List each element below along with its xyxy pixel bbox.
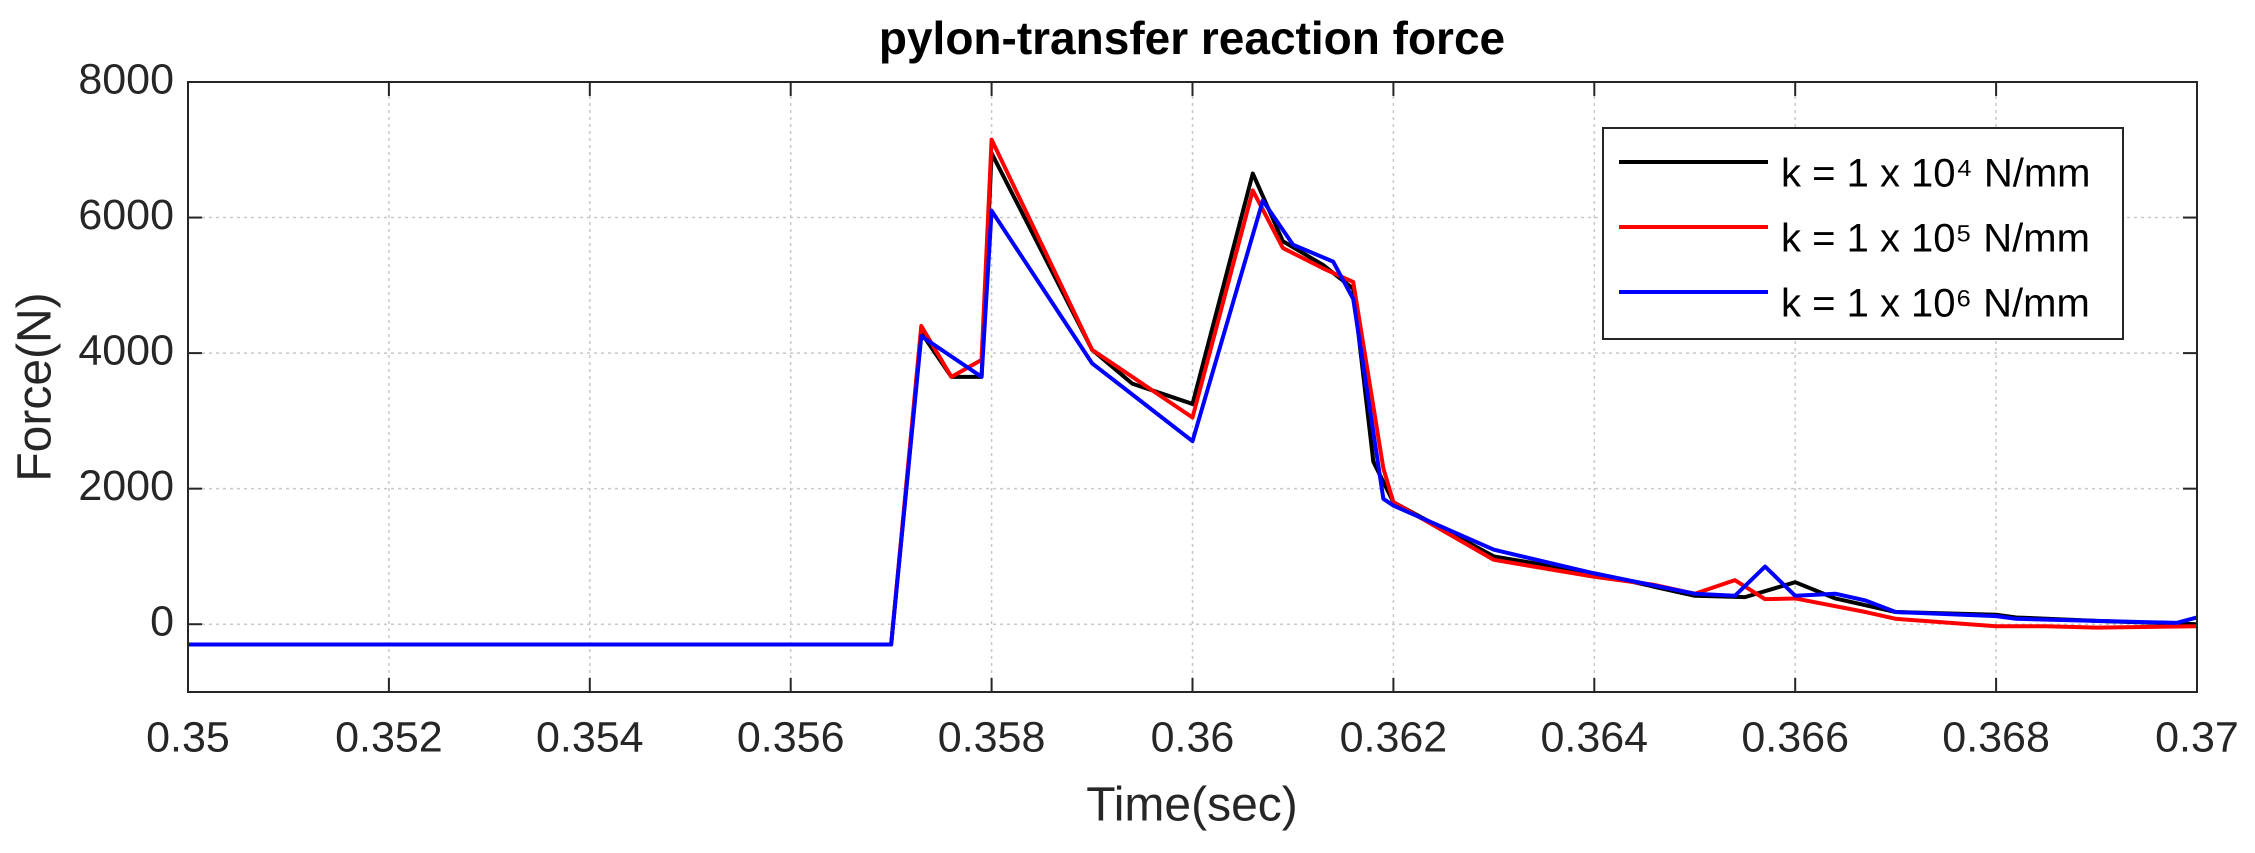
y-tick-label: 0 bbox=[150, 598, 174, 646]
legend-label: k = 1 x 10⁵ N/mm bbox=[1781, 217, 2090, 261]
x-tick-label: 0.37 bbox=[2155, 713, 2239, 761]
y-axis-label: Force(N) bbox=[9, 292, 62, 481]
x-tick-label: 0.362 bbox=[1340, 713, 1448, 761]
x-axis-label: Time(sec) bbox=[1086, 779, 1298, 832]
x-tick-label: 0.368 bbox=[1942, 713, 2050, 761]
x-tick-label: 0.358 bbox=[938, 713, 1046, 761]
x-tick-label: 0.364 bbox=[1540, 713, 1648, 761]
plot-frame bbox=[187, 81, 2198, 693]
legend-label: k = 1 x 10⁶ N/mm bbox=[1781, 282, 2090, 326]
y-tick-label: 4000 bbox=[78, 326, 174, 374]
x-tick-label: 0.354 bbox=[536, 713, 644, 761]
data-line bbox=[188, 198, 2198, 647]
x-tick-label: 0.352 bbox=[335, 713, 443, 761]
x-tick-label: 0.356 bbox=[737, 713, 845, 761]
legend-label: k = 1 x 10⁴ N/mm bbox=[1781, 152, 2091, 196]
y-tick-label: 2000 bbox=[78, 462, 174, 510]
y-tick-label: 6000 bbox=[78, 191, 174, 239]
x-tick-label: 0.36 bbox=[1151, 713, 1235, 761]
x-tick-label: 0.35 bbox=[146, 713, 230, 761]
y-tick-label: 8000 bbox=[78, 55, 174, 103]
chart-title: pylon-transfer reaction force bbox=[879, 12, 1505, 64]
data-line bbox=[188, 137, 2198, 647]
x-tick-label: 0.366 bbox=[1741, 713, 1849, 761]
